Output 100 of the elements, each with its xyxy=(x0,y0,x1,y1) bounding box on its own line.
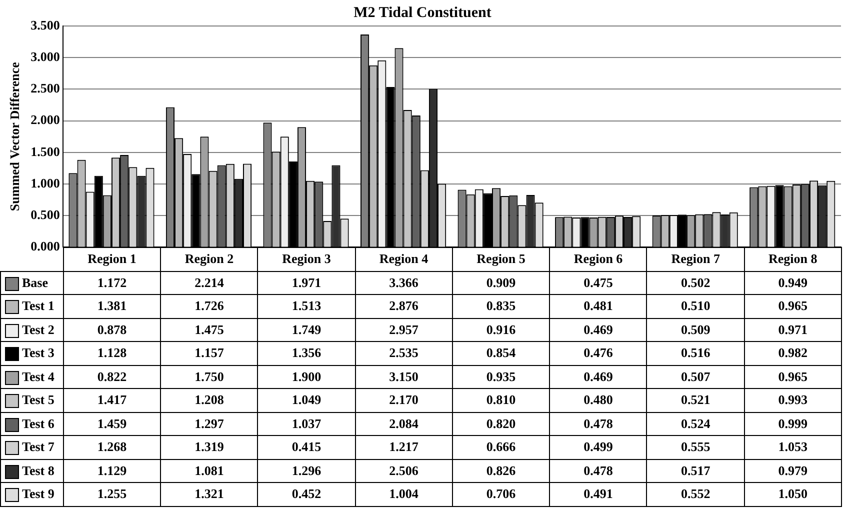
legend-label: Test 5 xyxy=(0,388,64,412)
data-label: 0.516 xyxy=(646,342,744,366)
data-label: 0.878 xyxy=(63,318,161,342)
data-label: 2.506 xyxy=(355,459,452,483)
y-tick-label: 1.500 xyxy=(30,144,60,159)
data-label: 1.217 xyxy=(355,436,452,460)
x-tick-label: Region 1 xyxy=(63,248,161,272)
data-label: 0.552 xyxy=(646,482,744,506)
data-label: 2.170 xyxy=(355,388,452,412)
legend-label: Base xyxy=(0,271,64,295)
x-tick-label: Region 8 xyxy=(744,248,842,272)
data-label: 1.459 xyxy=(63,412,161,436)
legend-label: Test 7 xyxy=(0,436,64,460)
data-label: 0.949 xyxy=(744,271,842,295)
x-tick-label: Region 3 xyxy=(258,248,356,272)
data-label: 2.214 xyxy=(160,271,258,295)
data-label: 1.296 xyxy=(258,459,356,483)
data-label: 0.982 xyxy=(744,342,842,366)
data-label: 0.999 xyxy=(744,412,842,436)
x-tick-label: Region 7 xyxy=(646,248,744,272)
data-label: 3.150 xyxy=(355,365,452,389)
data-label: 0.706 xyxy=(452,482,550,506)
data-label: 0.476 xyxy=(550,342,647,366)
data-label: 0.965 xyxy=(744,365,842,389)
data-label: 0.452 xyxy=(258,482,356,506)
data-label: 1.050 xyxy=(744,482,842,506)
data-label: 0.521 xyxy=(646,388,744,412)
y-tick-label: 1.000 xyxy=(30,175,60,190)
data-label: 0.502 xyxy=(646,271,744,295)
data-label: 0.666 xyxy=(452,436,550,460)
legend-label: Test 6 xyxy=(0,412,64,436)
data-label: 1.475 xyxy=(160,318,258,342)
data-label: 0.469 xyxy=(550,365,647,389)
legend-label: Test 1 xyxy=(0,294,64,318)
y-tick-label: 0.000 xyxy=(30,238,60,254)
data-label: 2.535 xyxy=(355,342,452,366)
legend-label: Test 2 xyxy=(0,318,64,342)
x-tick-label: Region 4 xyxy=(355,248,452,272)
data-label: 0.979 xyxy=(744,459,842,483)
y-tick-label: 3.000 xyxy=(30,48,60,64)
data-label: 0.507 xyxy=(646,365,744,389)
data-label: 0.835 xyxy=(452,294,550,318)
data-label: 2.084 xyxy=(355,412,452,436)
data-label: 1.268 xyxy=(63,436,161,460)
y-tick-label: 0.500 xyxy=(30,206,60,222)
data-label: 1.381 xyxy=(63,294,161,318)
data-label: 0.481 xyxy=(550,294,647,318)
legend-label: Test 8 xyxy=(0,459,64,483)
data-label: 0.965 xyxy=(744,294,842,318)
data-label: 0.475 xyxy=(550,271,647,295)
chart-title: M2 Tidal Constituent xyxy=(354,4,492,21)
data-label: 0.480 xyxy=(550,388,647,412)
data-label: 1.081 xyxy=(160,459,258,483)
data-label: 0.916 xyxy=(452,318,550,342)
y-tick-label: 3.500 xyxy=(30,17,60,32)
data-label: 1.900 xyxy=(258,365,356,389)
x-tick-label: Region 2 xyxy=(160,248,258,272)
data-label: 0.810 xyxy=(452,388,550,412)
legend-label: Test 3 xyxy=(0,342,64,366)
data-label: 1.037 xyxy=(258,412,356,436)
legend-label: Test 4 xyxy=(0,365,64,389)
data-label: 0.909 xyxy=(452,271,550,295)
data-label: 1.726 xyxy=(160,294,258,318)
data-label: 0.820 xyxy=(452,412,550,436)
data-label: 1.049 xyxy=(258,388,356,412)
data-label: 0.478 xyxy=(550,459,647,483)
data-label: 0.854 xyxy=(452,342,550,366)
data-label: 1.157 xyxy=(160,342,258,366)
data-label: 0.510 xyxy=(646,294,744,318)
data-label: 0.935 xyxy=(452,365,550,389)
x-tick-label: Region 6 xyxy=(550,248,647,272)
data-label: 3.366 xyxy=(355,271,452,295)
data-label: 0.491 xyxy=(550,482,647,506)
data-label: 1.321 xyxy=(160,482,258,506)
data-label: 2.957 xyxy=(355,318,452,342)
data-label: 1.297 xyxy=(160,412,258,436)
data-label: 0.415 xyxy=(258,436,356,460)
data-label: 1.319 xyxy=(160,436,258,460)
data-label: 0.517 xyxy=(646,459,744,483)
data-label: 0.971 xyxy=(744,318,842,342)
data-label: 1.513 xyxy=(258,294,356,318)
y-axis-title: Summed Vector Difference xyxy=(7,62,22,212)
data-label: 1.172 xyxy=(63,271,161,295)
y-tick-label: 2.000 xyxy=(30,112,60,128)
data-label: 0.478 xyxy=(550,412,647,436)
data-label: 0.524 xyxy=(646,412,744,436)
data-label: 0.822 xyxy=(63,365,161,389)
data-label: 1.053 xyxy=(744,436,842,460)
data-label: 0.469 xyxy=(550,318,647,342)
data-label: 1.128 xyxy=(63,342,161,366)
data-label: 0.826 xyxy=(452,459,550,483)
data-label: 1.004 xyxy=(355,482,452,506)
data-label: 1.208 xyxy=(160,388,258,412)
data-label: 1.971 xyxy=(258,271,356,295)
x-tick-label: Region 5 xyxy=(452,248,550,272)
y-tick-label: 2.500 xyxy=(30,80,60,96)
data-label: 0.499 xyxy=(550,436,647,460)
data-label: 1.750 xyxy=(160,365,258,389)
data-label: 1.356 xyxy=(258,342,356,366)
data-label: 0.555 xyxy=(646,436,744,460)
